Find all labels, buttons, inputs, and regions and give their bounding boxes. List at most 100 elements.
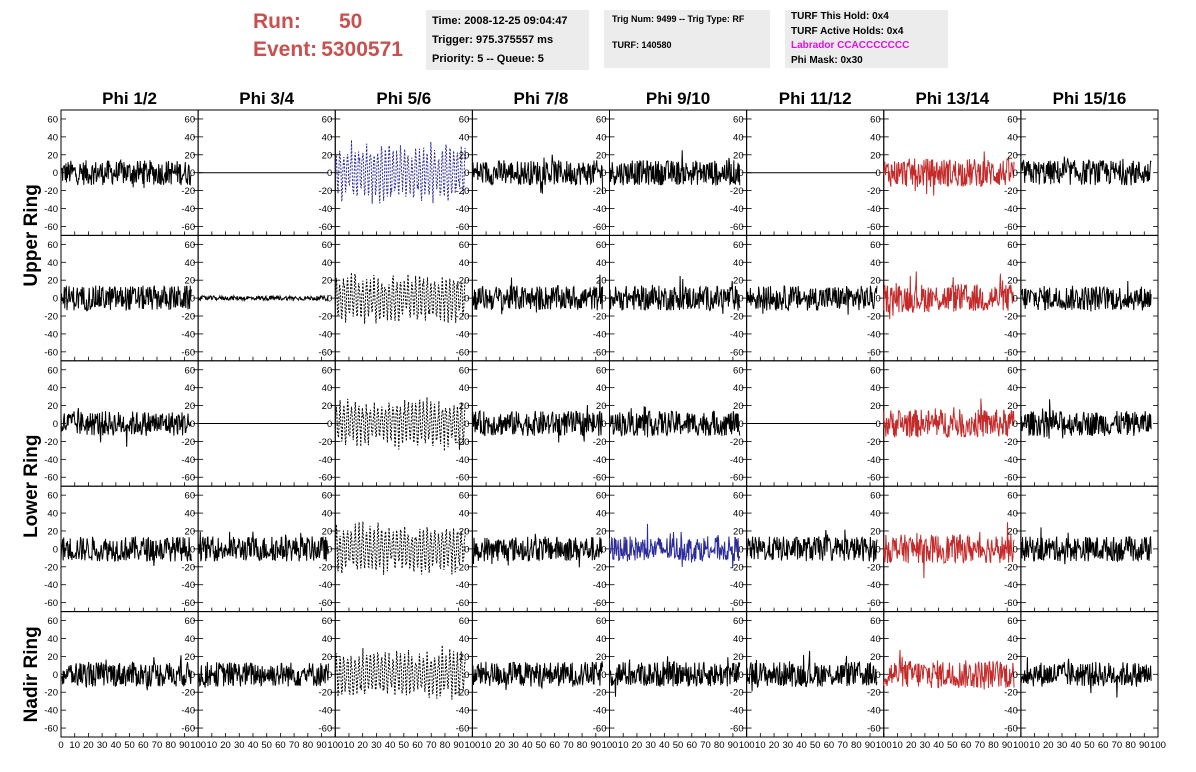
x-tick-label: 20 (220, 740, 231, 751)
y-tick-label: -40 (593, 329, 607, 340)
y-tick-label: 60 (733, 240, 744, 251)
x-tick-label: 10 (892, 740, 903, 751)
y-tick-label: -60 (319, 598, 333, 609)
waveform-trace (60, 536, 192, 566)
y-tick-label: -40 (44, 329, 58, 340)
x-tick-label: 20 (495, 740, 506, 751)
y-tick-label: 20 (1007, 276, 1018, 287)
x-tick-label: 40 (933, 740, 944, 751)
y-tick-label: -40 (867, 580, 881, 591)
x-tick-label: 20 (632, 740, 643, 751)
y-tick-label: -20 (319, 562, 333, 573)
y-tick-label: 0 (190, 168, 195, 179)
y-tick-label: 0 (1013, 670, 1018, 681)
y-tick-label: 0 (190, 544, 195, 555)
y-tick-label: -40 (867, 204, 881, 215)
x-tick-label: 100 (602, 740, 618, 751)
y-tick-label: -60 (730, 222, 744, 233)
y-tick-label: 0 (327, 294, 332, 305)
y-tick-label: -40 (730, 455, 744, 466)
y-tick-label: -40 (181, 580, 195, 591)
y-tick-label: 0 (601, 544, 606, 555)
waveform-trace (883, 271, 1015, 320)
waveform-trace (609, 275, 741, 314)
waveform-trace (883, 649, 1015, 690)
x-tick-label: 80 (1125, 740, 1136, 751)
y-tick-label: 20 (733, 652, 744, 663)
x-tick-label: 50 (947, 740, 958, 751)
y-tick-label: 40 (459, 634, 470, 645)
y-tick-label: 60 (870, 114, 881, 125)
y-tick-label: 40 (47, 132, 58, 143)
x-tick-label: 90 (590, 740, 601, 751)
column-header: Phi 9/10 (646, 89, 710, 108)
y-tick-label: -60 (319, 724, 333, 735)
waveform-trace (1020, 399, 1152, 439)
x-tick-label: 100 (1150, 740, 1166, 751)
x-tick-label: 100 (464, 740, 480, 751)
x-tick-label: 10 (755, 740, 766, 751)
y-tick-label: 0 (53, 294, 58, 305)
y-tick-label: 20 (870, 276, 881, 287)
y-tick-label: -60 (44, 347, 58, 358)
x-tick-label: 10 (344, 740, 355, 751)
waveform-trace (471, 154, 604, 195)
waveform-trace (883, 522, 1015, 579)
y-tick-label: 60 (459, 114, 470, 125)
priority-text: Priority: 5 -- Queue: 5 (432, 53, 544, 65)
y-tick-label: 40 (870, 132, 881, 143)
waveform-trace (1020, 280, 1152, 312)
x-tick-label: 80 (851, 740, 862, 751)
y-tick-label: 40 (1007, 509, 1018, 520)
y-tick-label: -60 (730, 347, 744, 358)
y-tick-label: 0 (601, 670, 606, 681)
y-tick-label: 40 (185, 634, 196, 645)
waveform-trace (334, 140, 466, 204)
y-tick-label: -20 (730, 186, 744, 197)
y-tick-label: -60 (181, 473, 195, 484)
y-tick-label: 0 (190, 294, 195, 305)
event-label: Event: (253, 38, 318, 61)
event-row: Event: 5300571 (253, 36, 423, 64)
y-tick-label: -40 (319, 204, 333, 215)
x-tick-label: 30 (508, 740, 519, 751)
y-tick-label: 20 (459, 652, 470, 663)
y-tick-label: -40 (456, 455, 470, 466)
y-tick-label: 20 (322, 150, 333, 161)
x-tick-label: 80 (303, 740, 314, 751)
x-tick-label: 50 (399, 740, 410, 751)
y-tick-label: 0 (464, 670, 469, 681)
y-tick-label: 40 (1007, 634, 1018, 645)
turf-active-holds-text: TURF Active Holds: 0x4 (791, 25, 904, 37)
y-tick-label: 0 (327, 168, 332, 179)
y-tick-label: -20 (456, 562, 470, 573)
y-tick-label: 20 (185, 526, 196, 537)
y-tick-label: 60 (185, 365, 196, 376)
y-tick-label: 20 (1007, 526, 1018, 537)
y-tick-label: -40 (319, 455, 333, 466)
y-tick-label: 40 (47, 634, 58, 645)
y-tick-label: -40 (1004, 706, 1018, 717)
y-tick-label: -20 (456, 437, 470, 448)
x-tick-label: 30 (782, 740, 793, 751)
x-tick-label: 0 (58, 740, 63, 751)
x-tick-label: 40 (796, 740, 807, 751)
y-tick-label: -60 (593, 598, 607, 609)
x-tick-label: 50 (261, 740, 272, 751)
x-tick-label: 10 (207, 740, 218, 751)
y-tick-label: 60 (596, 114, 607, 125)
x-tick-label: 100 (327, 740, 343, 751)
y-tick-label: -60 (867, 473, 881, 484)
y-tick-label: -60 (593, 473, 607, 484)
y-tick-label: 60 (870, 491, 881, 502)
y-tick-label: 40 (733, 132, 744, 143)
y-tick-label: 40 (870, 509, 881, 520)
x-tick-label: 90 (728, 740, 739, 751)
labrador-text: Labrador CCACCCCCCC (791, 40, 910, 51)
phi-mask-text: Phi Mask: 0x30 (791, 54, 863, 66)
y-tick-label: -20 (456, 312, 470, 323)
y-tick-label: -40 (44, 455, 58, 466)
y-tick-label: 0 (738, 294, 743, 305)
y-tick-label: 0 (601, 294, 606, 305)
y-tick-label: -60 (181, 347, 195, 358)
